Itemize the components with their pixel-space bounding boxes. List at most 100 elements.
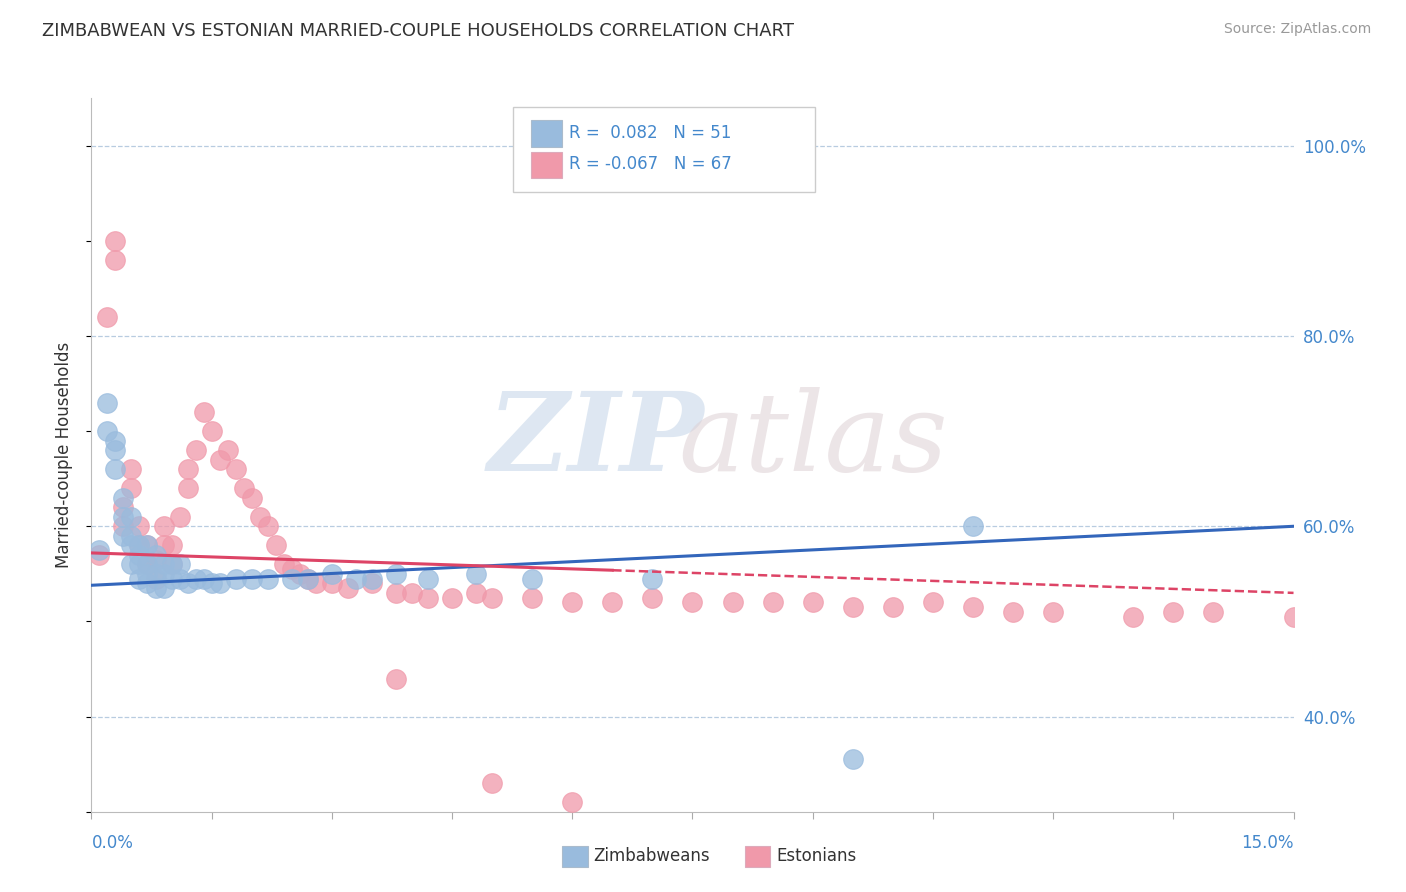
Point [962,600,984,615]
Point [344,572,367,586]
Point [128,572,150,586]
Point [152,558,174,572]
Point [762,595,785,609]
Point [681,595,703,609]
Point [193,572,215,586]
Point [160,558,183,572]
Point [1122,609,1144,624]
Point [145,552,167,566]
Point [385,672,408,686]
Point [112,529,135,543]
Point [128,538,150,552]
Point [112,519,135,533]
Point [169,572,191,586]
Point [121,529,143,543]
Point [160,558,183,572]
Text: atlas: atlas [678,387,948,494]
Point [136,538,159,552]
Point [112,509,135,524]
Point [193,405,215,419]
Text: R =  0.082   N = 51: R = 0.082 N = 51 [569,124,731,142]
Point [922,595,945,609]
Text: Estonians: Estonians [776,847,856,865]
Y-axis label: Married-couple Households: Married-couple Households [55,342,73,568]
Point [841,752,863,766]
Point [152,566,174,581]
Point [104,462,127,476]
Point [1042,605,1064,619]
Point [121,538,143,552]
Point [128,538,150,552]
Point [240,491,263,505]
Point [801,595,824,609]
Point [96,424,118,438]
Point [169,509,191,524]
Point [522,591,544,605]
Point [112,491,135,505]
Point [481,591,503,605]
Point [1282,609,1305,624]
Point [89,548,111,562]
Point [240,572,263,586]
Text: 0.0%: 0.0% [91,834,134,852]
Point [121,509,143,524]
Text: R = -0.067   N = 67: R = -0.067 N = 67 [569,155,733,173]
Point [962,519,984,533]
Point [136,566,159,581]
Point [561,795,583,809]
Point [297,572,319,586]
Point [104,252,127,267]
Point [184,572,207,586]
Point [522,572,544,586]
Point [416,572,439,586]
Point [273,558,295,572]
Point [256,519,278,533]
Point [481,776,503,790]
Point [281,572,304,586]
Point [256,572,278,586]
Point [176,481,198,495]
Point [721,595,744,609]
Point [225,462,247,476]
Text: ZIP: ZIP [488,387,704,494]
Point [201,576,224,591]
Point [440,591,463,605]
Point [128,548,150,562]
Point [288,566,311,581]
Point [416,591,439,605]
Point [145,566,167,581]
Point [104,234,127,248]
Point [152,538,174,552]
Point [160,572,183,586]
Point [232,481,254,495]
Point [841,600,863,615]
Point [641,591,664,605]
Point [176,576,198,591]
Point [176,462,198,476]
Point [1001,605,1024,619]
Point [128,519,150,533]
Point [641,572,664,586]
Point [281,562,304,576]
Point [121,558,143,572]
Text: 15.0%: 15.0% [1241,834,1294,852]
Point [882,600,904,615]
Point [152,581,174,595]
Point [152,519,174,533]
Point [360,576,382,591]
Point [89,543,111,558]
Point [112,500,135,515]
Text: Source: ZipAtlas.com: Source: ZipAtlas.com [1223,22,1371,37]
Point [465,586,488,600]
Point [385,566,408,581]
Point [385,586,408,600]
Point [136,576,159,591]
Point [104,434,127,448]
Point [136,558,159,572]
Point [145,548,167,562]
Point [249,509,271,524]
Point [96,310,118,324]
Point [169,558,191,572]
Text: ZIMBABWEAN VS ESTONIAN MARRIED-COUPLE HOUSEHOLDS CORRELATION CHART: ZIMBABWEAN VS ESTONIAN MARRIED-COUPLE HO… [42,22,794,40]
Point [360,572,382,586]
